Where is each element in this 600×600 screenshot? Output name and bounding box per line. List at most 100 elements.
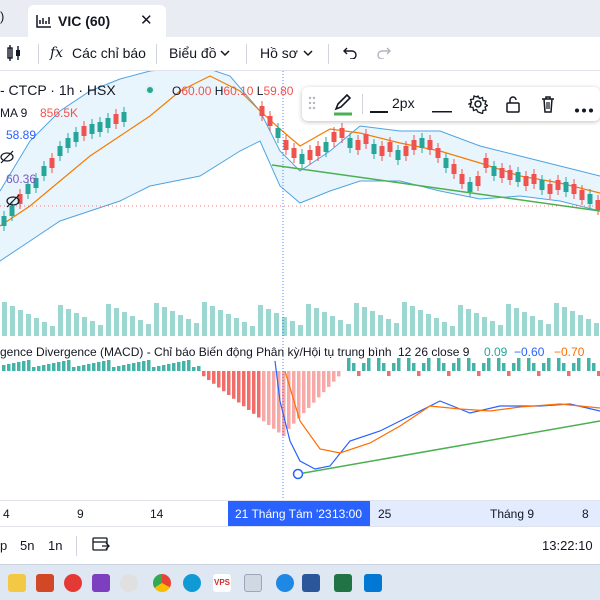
volume-bar — [66, 309, 71, 336]
volume-bar — [322, 312, 327, 336]
powerpoint-icon[interactable] — [36, 574, 54, 592]
candle-body — [81, 126, 87, 136]
chevron-down-icon[interactable] — [220, 45, 230, 61]
macd-histogram-bar — [252, 371, 256, 414]
drawing-toolbar: 2px — [302, 87, 600, 121]
tab-title: VIC (60) — [58, 13, 111, 29]
word-icon[interactable] — [302, 574, 320, 592]
drag-handle-icon[interactable] — [308, 96, 316, 113]
macd-histogram-bar — [207, 371, 211, 380]
volume-bar — [594, 323, 599, 336]
macd-histogram-bar — [32, 367, 36, 371]
separator — [362, 94, 363, 114]
separator — [156, 44, 157, 64]
volume-ma-label[interactable]: MA 9 — [0, 106, 28, 120]
candle-body — [347, 138, 353, 148]
macd-histogram-bar — [27, 360, 31, 371]
volume-bar — [98, 325, 103, 336]
volume-bar — [282, 317, 287, 336]
range-button-d[interactable]: p — [0, 538, 8, 553]
time-tick: 25 — [378, 507, 392, 521]
macd-title[interactable]: gence Divergence (MACD) - Chỉ báo Biến đ… — [0, 345, 392, 359]
volume-bar — [290, 321, 295, 336]
calendar-goto-icon[interactable] — [92, 536, 110, 555]
chevron-down-icon[interactable] — [303, 45, 313, 61]
macd-histogram-bar — [77, 366, 81, 371]
undo-icon[interactable] — [342, 45, 358, 62]
candle-body — [307, 150, 313, 160]
macd-trendline — [297, 420, 600, 475]
symbol-title[interactable]: - CTCP · 1h · HSX — [0, 82, 116, 98]
profile-button[interactable]: Hồ sơ — [260, 45, 298, 61]
macd-histogram-bar — [222, 371, 226, 392]
redo-icon[interactable] — [376, 45, 392, 62]
candle-body — [363, 134, 369, 144]
chrome-icon[interactable] — [153, 574, 171, 592]
gear-icon[interactable] — [466, 94, 489, 117]
volume-bar — [530, 316, 535, 336]
explorer-icon[interactable] — [8, 574, 26, 592]
excel-icon[interactable] — [334, 574, 352, 592]
line-width-label[interactable]: 2px — [392, 95, 415, 111]
macd-histogram-bar — [102, 361, 106, 371]
app-gray-icon[interactable] — [120, 574, 138, 592]
tab-active-vic[interactable]: VIC (60) ✕ — [28, 5, 166, 37]
chart-area[interactable]: - CTCP · 1h · HSX O60.00 H60.10 L59.80 M… — [0, 71, 600, 499]
time-tick: 4 — [3, 507, 10, 521]
fx-icon[interactable]: fx — [50, 45, 64, 61]
macd-hist-value: 0.09 — [484, 345, 508, 359]
volume-bar — [2, 302, 7, 336]
volume-bar — [266, 309, 271, 336]
macd-histogram-bar — [447, 371, 451, 376]
candle-body — [539, 180, 545, 190]
range-button-1n[interactable]: 1n — [48, 538, 63, 553]
vps-icon[interactable]: VPS — [213, 574, 231, 592]
clock-readout[interactable]: 13:22:10 — [542, 538, 593, 553]
lock-icon[interactable] — [504, 94, 522, 117]
candle-body — [555, 180, 561, 190]
bollinger-lower-line — [0, 140, 600, 262]
close-icon[interactable]: ✕ — [140, 12, 153, 29]
candle-body — [65, 138, 71, 148]
pencil-icon[interactable] — [330, 91, 356, 120]
app-red-icon[interactable] — [64, 574, 82, 592]
macd-histogram-bar — [257, 371, 261, 418]
candle-body — [395, 150, 401, 160]
volume-bar — [402, 302, 407, 336]
app-blue-icon[interactable] — [276, 574, 294, 592]
candle-body — [531, 174, 537, 184]
volume-bar — [170, 311, 175, 336]
line-style-icon[interactable] — [432, 102, 452, 117]
app-purple-icon[interactable] — [92, 574, 110, 592]
chart-type-button[interactable]: Biểu đồ — [169, 45, 217, 61]
macd-histogram-bar — [67, 360, 71, 371]
compare-icon[interactable] — [6, 44, 22, 65]
volume-bar — [378, 315, 383, 336]
volume-bar — [114, 308, 119, 336]
candle-body — [9, 206, 15, 216]
time-axis[interactable]: 4 9 14 25 Tháng 9 8 21 Tháng Tám '23 13:… — [0, 500, 600, 527]
macd-histogram-bar — [567, 371, 571, 376]
tab-previous-fragment[interactable]: ) — [0, 9, 5, 24]
more-icon[interactable] — [574, 101, 594, 116]
mail-icon[interactable] — [364, 574, 382, 592]
volume-bar — [18, 310, 23, 336]
chart-canvas[interactable] — [0, 71, 600, 499]
volume-bar — [498, 325, 503, 336]
range-button-5n[interactable]: 5n — [20, 538, 35, 553]
line-width-icon[interactable] — [370, 102, 388, 117]
trendline-anchor-handle[interactable] — [292, 468, 304, 480]
crosshair-time: 13:00 — [332, 507, 363, 521]
macd-histogram-bar — [527, 358, 531, 371]
volume-bar — [26, 314, 31, 336]
volume-bar — [82, 317, 87, 336]
macd-histogram-bar — [477, 371, 481, 376]
candle-body — [475, 176, 481, 186]
edge-icon[interactable] — [183, 574, 201, 592]
snip-icon[interactable] — [244, 574, 262, 592]
macd-histogram-bar — [317, 371, 321, 398]
volume-bar — [514, 308, 519, 336]
trash-icon[interactable] — [540, 94, 556, 117]
macd-histogram-bar — [337, 371, 341, 377]
indicators-button[interactable]: Các chỉ báo — [72, 45, 146, 61]
